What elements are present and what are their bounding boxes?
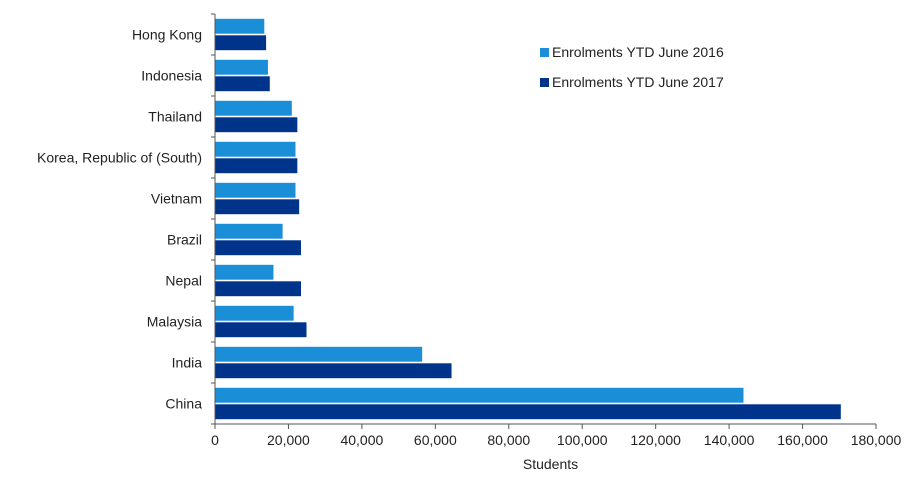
category-label: Nepal [165, 273, 202, 289]
legend-swatch-1 [540, 48, 549, 57]
bar-series-2-korea-republic-of-south [214, 157, 298, 174]
bar-series-1-brazil [214, 223, 284, 240]
bar-series-1-china [214, 387, 745, 404]
bar-series-2-malaysia [214, 321, 308, 338]
category-label: India [172, 355, 203, 371]
x-axis-title: Students [523, 456, 578, 472]
bar-series-1-thailand [214, 100, 293, 117]
bar-series-2-india [214, 362, 453, 379]
x-tick-label: 80,000 [487, 432, 530, 448]
category-label: Vietnam [151, 191, 202, 207]
x-tick-label: 140,000 [704, 432, 755, 448]
x-tick-label: 100,000 [557, 432, 608, 448]
bar-series-1-india [214, 346, 423, 363]
bar-series-1-nepal [214, 264, 275, 281]
x-tick-label: 20,000 [267, 432, 310, 448]
category-label: Malaysia [147, 314, 202, 330]
bar-series-2-vietnam [214, 198, 300, 215]
legend-swatch-2 [540, 78, 549, 87]
legend-label-2: Enrolments YTD June 2017 [552, 74, 724, 90]
bar-series-2-hong-kong [214, 34, 267, 51]
axes-group: Hong Kong Indonesia Thailand Korea, Republi… [37, 13, 902, 472]
bar-series-2-china [214, 403, 842, 420]
bar-series-1-indonesia [214, 59, 269, 76]
category-label: Brazil [167, 232, 202, 248]
legend: Enrolments YTD June 2016 Enrolments YTD J… [540, 44, 724, 90]
category-label: China [165, 396, 202, 412]
bar-series-1-korea-republic-of-south [214, 141, 297, 158]
bar-series-2-indonesia [214, 75, 271, 92]
category-label: Korea, Republic of (South) [37, 150, 202, 166]
legend-label-1: Enrolments YTD June 2016 [552, 44, 724, 60]
bar-series-1-malaysia [214, 305, 295, 322]
bar-series-1-hong-kong [214, 18, 265, 35]
category-label: Hong Kong [132, 27, 202, 43]
bars-group [214, 18, 842, 420]
x-tick-label: 120,000 [630, 432, 681, 448]
bar-series-2-thailand [214, 116, 298, 133]
bar-series-2-brazil [214, 239, 302, 256]
x-tick-label: 60,000 [414, 432, 457, 448]
bar-series-1-vietnam [214, 182, 297, 199]
x-tick-label: 40,000 [340, 432, 383, 448]
bar-series-2-nepal [214, 280, 302, 297]
x-tick-label: 0 [211, 432, 219, 448]
x-tick-label: 180,000 [851, 432, 902, 448]
x-tick-label: 160,000 [777, 432, 828, 448]
category-label: Thailand [148, 109, 202, 125]
category-label: Indonesia [141, 68, 202, 84]
